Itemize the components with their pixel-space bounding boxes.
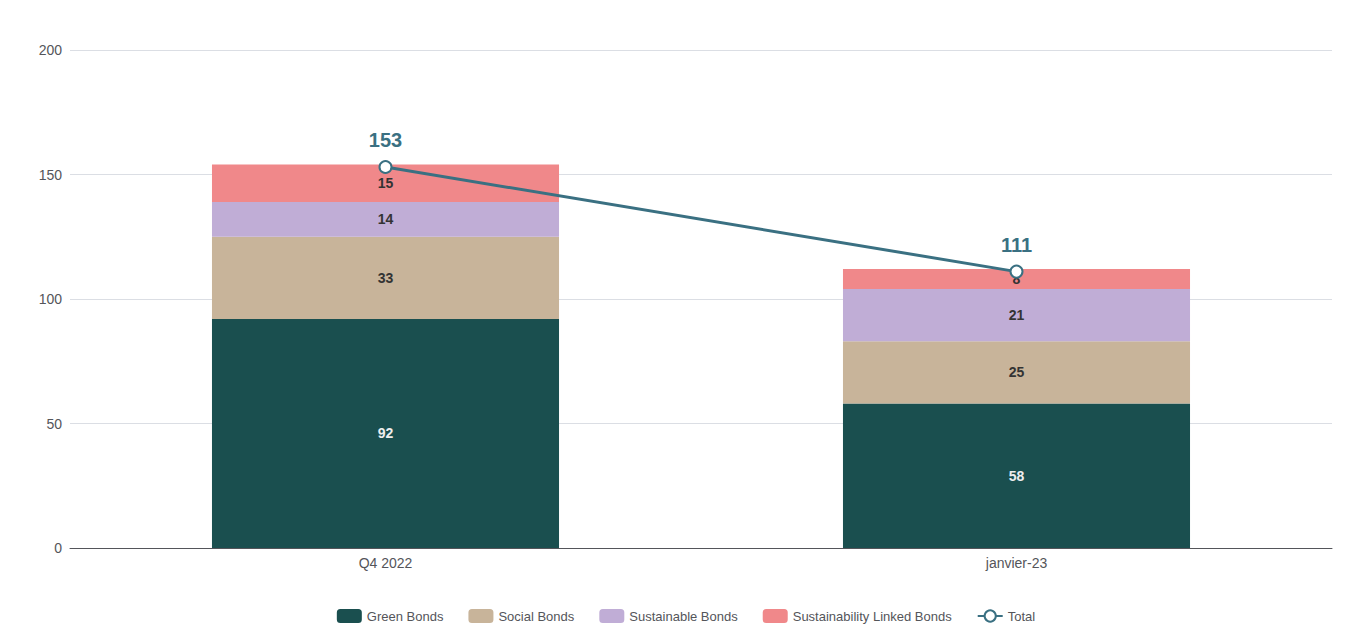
svg-text:150: 150 [39, 167, 63, 183]
svg-text:100: 100 [39, 291, 63, 307]
svg-text:14: 14 [378, 211, 394, 227]
svg-text:15: 15 [378, 175, 394, 191]
svg-text:janvier-23: janvier-23 [985, 555, 1048, 571]
svg-text:50: 50 [46, 416, 62, 432]
svg-text:Sustainability Linked Bonds: Sustainability Linked Bonds [793, 609, 952, 624]
svg-text:Social Bonds: Social Bonds [498, 609, 574, 624]
svg-text:111: 111 [1001, 234, 1032, 256]
svg-text:0: 0 [54, 540, 62, 556]
svg-text:8: 8 [1012, 271, 1021, 288]
svg-text:Q4 2022: Q4 2022 [359, 555, 413, 571]
svg-text:25: 25 [1009, 364, 1025, 380]
svg-text:21: 21 [1009, 307, 1025, 323]
svg-text:Green Bonds: Green Bonds [367, 609, 444, 624]
svg-text:Sustainable Bonds: Sustainable Bonds [629, 609, 738, 624]
svg-text:200: 200 [39, 42, 63, 58]
svg-text:92: 92 [378, 425, 394, 441]
svg-text:33: 33 [378, 270, 394, 286]
svg-text:153: 153 [369, 129, 402, 151]
svg-text:58: 58 [1009, 468, 1025, 484]
svg-text:Total: Total [1008, 609, 1036, 624]
